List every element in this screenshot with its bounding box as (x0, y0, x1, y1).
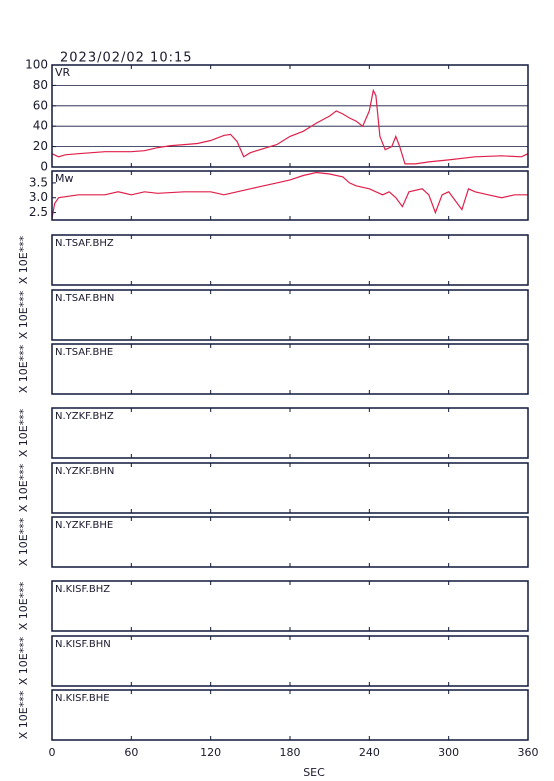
y-tick-label: 20 (33, 139, 48, 153)
channel-label: N.TSAF.BHZ (55, 238, 114, 249)
channel-frame (51, 462, 529, 514)
x-tick-label: 180 (280, 746, 301, 759)
channel-frame (51, 289, 529, 341)
channel-frame (51, 689, 529, 741)
y-tick-label: 2.5 (29, 205, 48, 219)
x-tick-label: 0 (49, 746, 56, 759)
channel-scale: X 10E*** (17, 581, 30, 630)
y-tick-label: 0 (40, 160, 48, 174)
chart-title: 2023/02/02 10:15 (60, 51, 193, 66)
x-tick-label: 120 (200, 746, 221, 759)
channel-label: N.YZKF.BHN (55, 466, 114, 477)
data-line (51, 88, 529, 165)
x-tick-label: 240 (359, 746, 380, 759)
channel-label: N.KISF.BHE (55, 693, 110, 704)
channel-label: N.YZKF.BHE (55, 520, 113, 531)
channel-scale: X 10E*** (17, 290, 30, 339)
panel-label: Mw (55, 172, 74, 185)
x-axis-label: SEC (303, 766, 325, 779)
channel-frame (51, 343, 529, 395)
y-tick-label: 3.5 (29, 175, 48, 189)
channel-frame (51, 516, 529, 568)
x-tick-label: 300 (438, 746, 459, 759)
channel-scale: X 10E*** (17, 463, 30, 512)
channel-scale: X 10E*** (17, 636, 30, 685)
channel-frame (51, 407, 529, 459)
y-tick-label: 80 (33, 78, 48, 92)
channel-scale: X 10E*** (17, 517, 30, 566)
channel-frame (51, 580, 529, 632)
channel-label: N.YZKF.BHZ (55, 411, 114, 422)
y-tick-label: 100 (25, 58, 48, 72)
channel-frame (51, 635, 529, 687)
y-tick-label: 60 (33, 98, 48, 112)
channel-scale: X 10E*** (17, 235, 30, 284)
channel-scale: X 10E*** (17, 690, 30, 739)
channel-label: N.KISF.BHZ (55, 584, 110, 595)
x-tick-label: 360 (518, 746, 539, 759)
panel-frame (51, 64, 529, 168)
channel-scale: X 10E*** (17, 344, 30, 393)
y-tick-label: 40 (33, 119, 48, 133)
channel-label: N.KISF.BHN (55, 639, 111, 650)
panel-frame (51, 170, 529, 221)
panel-label: VR (55, 66, 71, 79)
data-line (51, 171, 528, 219)
channel-frame (51, 234, 529, 286)
y-tick-label: 3.0 (29, 190, 48, 204)
channel-scale: X 10E*** (17, 408, 30, 457)
x-tick-label: 60 (124, 746, 138, 759)
channel-label: N.TSAF.BHN (55, 293, 114, 304)
channel-label: N.TSAF.BHE (55, 347, 113, 358)
